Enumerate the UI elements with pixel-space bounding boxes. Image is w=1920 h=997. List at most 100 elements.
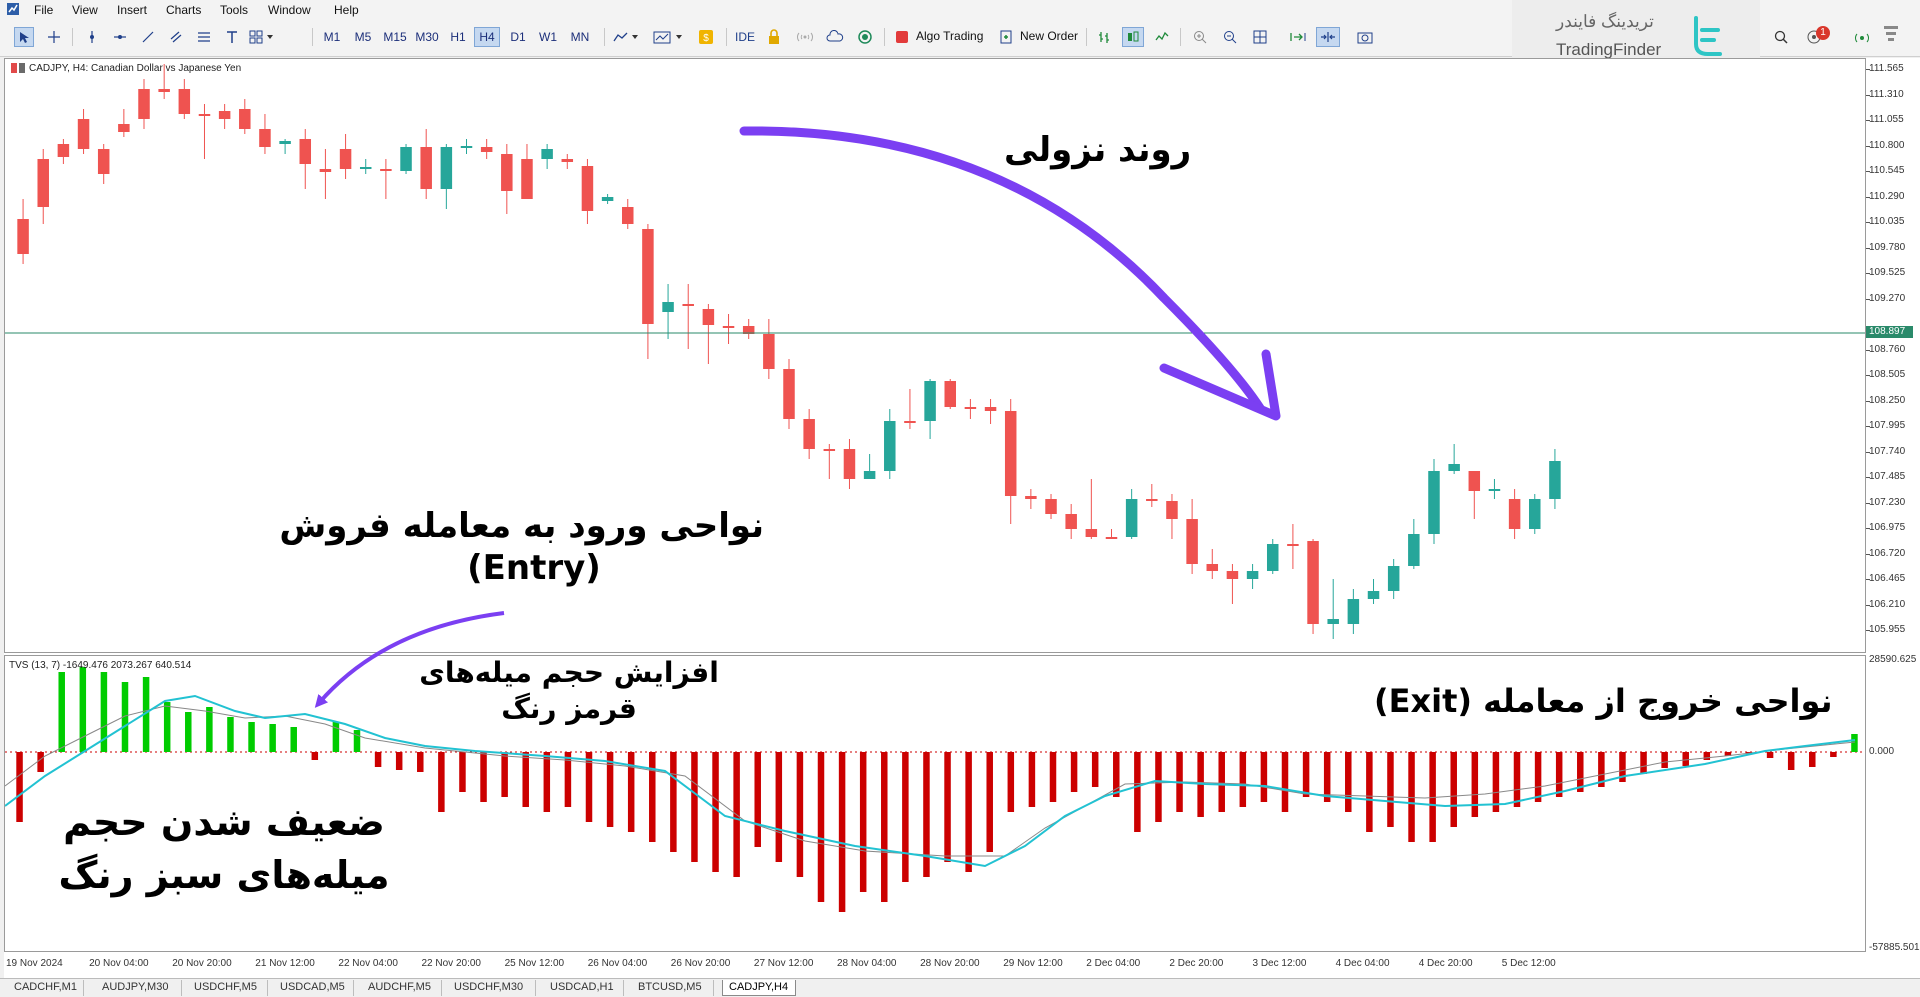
market-icon[interactable] <box>854 27 876 47</box>
signal-icon[interactable] <box>794 27 816 47</box>
menu-view[interactable]: View <box>72 3 98 17</box>
menu-help[interactable]: Help <box>334 3 359 17</box>
histogram-bar <box>1682 752 1689 766</box>
cursor-tool-icon[interactable] <box>14 27 34 47</box>
time-axis[interactable]: 19 Nov 2024 20 Nov 04:00 20 Nov 20:00 21 No… <box>4 952 1866 978</box>
trend-line-icon[interactable] <box>138 27 158 47</box>
tab-usdcad-m5[interactable]: USDCAD,M5 <box>274 980 354 996</box>
tab-usdchf-m5[interactable]: USDCHF,M5 <box>188 980 268 996</box>
histogram-bar <box>1260 752 1268 802</box>
timeframe-m1[interactable]: M1 <box>323 30 341 44</box>
timeframe-m5[interactable]: M5 <box>354 30 372 44</box>
histogram-bar <box>1134 752 1141 832</box>
time-label: 19 Nov 2024 <box>6 958 63 969</box>
chart-window: CADJPY, H4: Canadian Dollar vs Japanese … <box>4 58 1920 978</box>
tab-btcusd-m5[interactable]: BTCUSD,M5 <box>632 980 714 996</box>
signal-line <box>5 694 1856 868</box>
histogram-bar <box>459 752 466 792</box>
timeframe-mn[interactable]: MN <box>570 30 590 44</box>
menu-tools[interactable]: Tools <box>220 3 249 17</box>
text-tool-icon[interactable] <box>222 27 242 47</box>
entry-label: نواحی ورود به معامله فروش <box>279 506 764 546</box>
histogram-bar <box>1007 752 1015 812</box>
fibonacci-icon[interactable] <box>194 27 214 47</box>
algo-trading-button[interactable]: Algo Trading <box>916 29 984 43</box>
time-label: 29 Nov 12:00 <box>1003 958 1063 969</box>
candles-icon[interactable] <box>1122 27 1144 47</box>
tab-audjpy-m30[interactable]: AUDJPY,M30 <box>96 980 182 996</box>
indicator-pane[interactable]: TVS (13, 7) -1649.476 2073.267 640.514 <box>4 655 1866 952</box>
candle-body <box>17 219 29 254</box>
signals-icon[interactable] <box>1854 30 1870 49</box>
tab-audchf-m5[interactable]: AUDCHF,M5 <box>362 980 442 996</box>
histogram-bar <box>1049 752 1057 802</box>
timeframe-w1[interactable]: W1 <box>539 30 557 44</box>
tab-usdcad-h1[interactable]: USDCAD,H1 <box>544 980 624 996</box>
tab-cadjpy-h4[interactable]: CADJPY,H4 <box>722 980 796 996</box>
indicator-title: TVS (13, 7) -1649.476 2073.267 640.514 <box>9 660 192 671</box>
channel-icon[interactable] <box>166 27 186 47</box>
histogram-bar <box>712 752 719 872</box>
line-chart-icon[interactable] <box>1152 27 1172 47</box>
timeframe-m30[interactable]: M30 <box>415 30 439 44</box>
candle-body <box>863 471 876 479</box>
menu-file[interactable]: File <box>34 3 54 17</box>
shapes-icon[interactable] <box>248 27 276 47</box>
histogram-bar <box>79 667 87 752</box>
main-price-pane[interactable]: CADJPY, H4: Canadian Dollar vs Japanese … <box>4 58 1866 653</box>
dollar-icon[interactable]: $ <box>696 27 716 47</box>
price-tick <box>1866 94 1870 96</box>
menu-window[interactable]: Window <box>268 3 311 17</box>
histogram-bar <box>1830 752 1837 757</box>
timeframe-d1[interactable]: D1 <box>510 30 526 44</box>
tile-windows-icon[interactable] <box>1250 27 1270 47</box>
chart-shift-icon[interactable] <box>1286 27 1310 47</box>
algo-trading-icon[interactable] <box>894 27 910 47</box>
price-label: 110.290 <box>1869 190 1905 202</box>
vertical-line-icon[interactable] <box>82 27 102 47</box>
new-order-button[interactable]: New Order <box>1020 29 1079 43</box>
templates-icon[interactable] <box>652 27 686 47</box>
tab-cadchf-m1[interactable]: CADCHF,M1 <box>8 980 84 996</box>
candle-body <box>763 334 775 369</box>
candle-body <box>1448 464 1460 471</box>
chart-symbol-icon <box>11 63 25 73</box>
menu-insert[interactable]: Insert <box>117 3 148 17</box>
zoom-out-icon[interactable] <box>1220 27 1240 47</box>
histogram-bar <box>1661 752 1668 768</box>
autoscroll-icon[interactable] <box>1316 27 1340 47</box>
time-label: 2 Dec 04:00 <box>1086 958 1141 969</box>
histogram-bar <box>691 752 698 862</box>
price-tick <box>1866 273 1870 274</box>
timeframe-m15[interactable]: M15 <box>383 30 407 44</box>
zoom-in-icon[interactable] <box>1190 27 1210 47</box>
histogram-bar <box>1302 752 1310 797</box>
candle-body <box>783 369 795 419</box>
candle-body <box>97 149 110 174</box>
timeframe-h1[interactable]: H1 <box>450 30 466 44</box>
lock-icon[interactable] <box>764 27 784 47</box>
notification-badge: 1 <box>1816 26 1830 40</box>
price-tick <box>1866 630 1870 631</box>
price-label: 106.720 <box>1869 547 1906 559</box>
bar-chart-icon[interactable] <box>1094 27 1114 47</box>
menu-charts[interactable]: Charts <box>166 3 202 17</box>
price-axis[interactable]: 111.565 111.310 111.055 110.800 110.545 110.2… <box>1866 58 1920 978</box>
cloud-icon[interactable] <box>824 27 846 47</box>
chart-type-icon[interactable] <box>612 27 642 47</box>
ide-button[interactable]: IDE <box>734 30 755 44</box>
screenshot-icon[interactable] <box>1354 27 1376 47</box>
crosshair-icon[interactable] <box>44 27 64 47</box>
histogram-bar <box>1323 752 1331 802</box>
tab-usdchf-m30[interactable]: USDCHF,M30 <box>448 980 536 996</box>
timeframe-h4[interactable]: H4 <box>474 27 500 47</box>
level-icon[interactable] <box>1882 24 1900 49</box>
new-order-icon[interactable] <box>998 27 1014 47</box>
histogram-bar <box>1492 752 1500 812</box>
price-tick <box>1866 604 1870 606</box>
search-icon[interactable] <box>1774 30 1788 47</box>
horizontal-line-icon[interactable] <box>110 27 130 47</box>
time-label: 20 Nov 20:00 <box>172 958 232 969</box>
histogram-bar <box>1239 752 1247 807</box>
candle-body <box>480 147 493 152</box>
